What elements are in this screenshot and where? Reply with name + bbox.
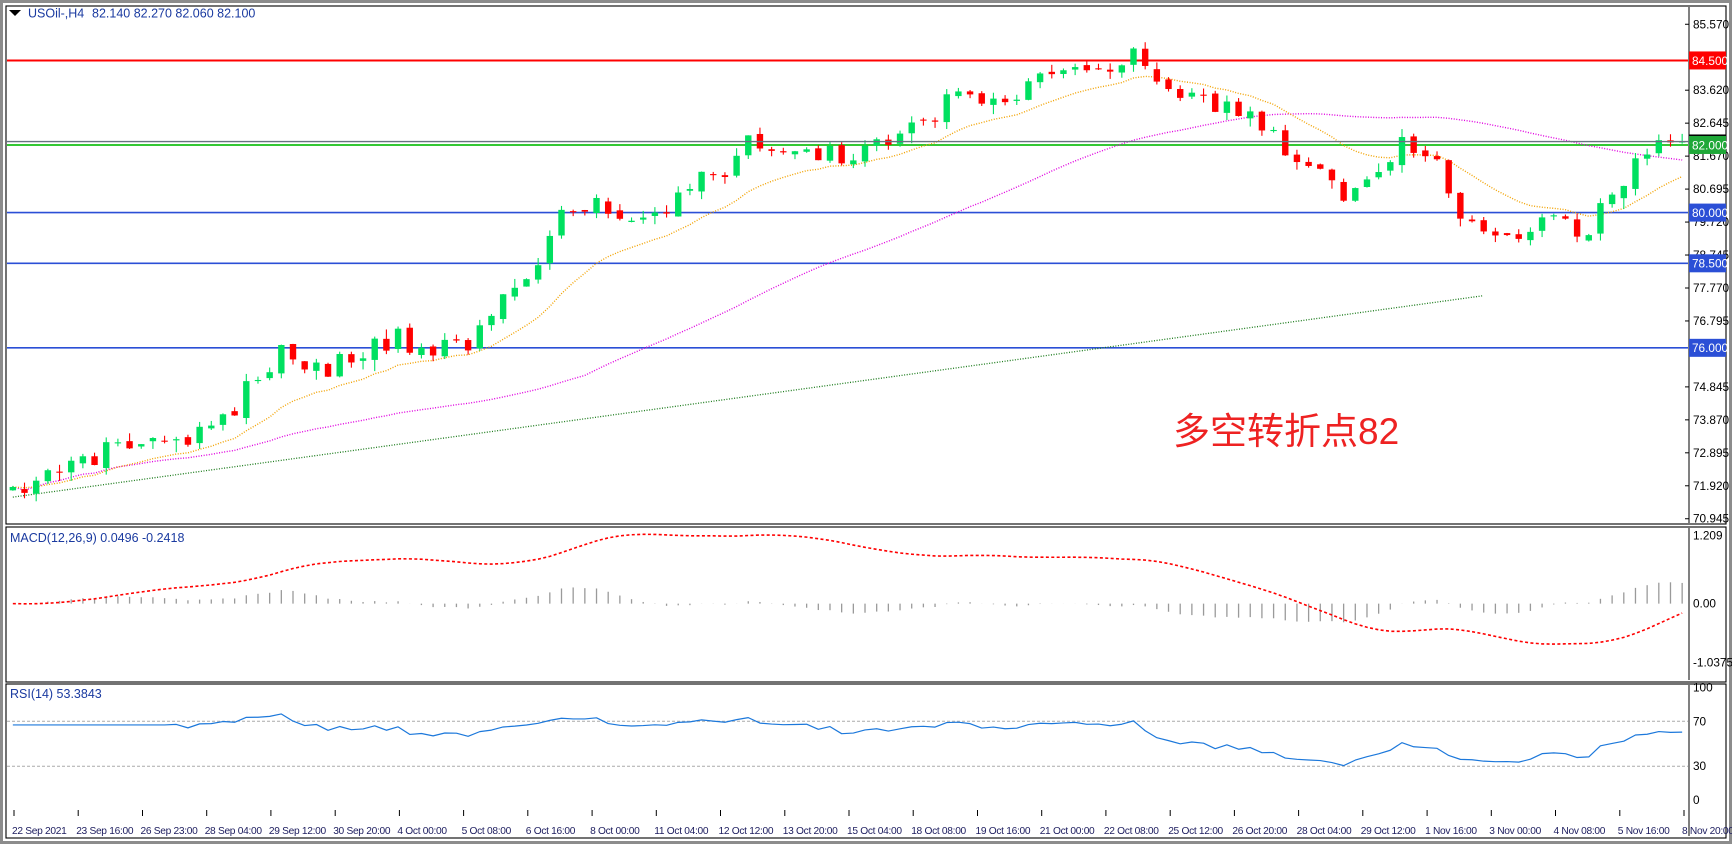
svg-text:4 Oct 00:00: 4 Oct 00:00 [397, 826, 447, 837]
svg-text:22 Sep 2021: 22 Sep 2021 [12, 826, 67, 837]
svg-text:5 Nov 16:00: 5 Nov 16:00 [1618, 826, 1670, 837]
svg-text:80.000: 80.000 [1692, 206, 1729, 220]
svg-text:83.620: 83.620 [1693, 83, 1730, 97]
svg-text:85.570: 85.570 [1693, 17, 1730, 31]
svg-text:8 Nov 20:00: 8 Nov 20:00 [1682, 826, 1732, 837]
svg-text:3 Nov 00:00: 3 Nov 00:00 [1489, 826, 1541, 837]
svg-text:USOil-,H4: USOil-,H4 [28, 7, 84, 21]
svg-text:72.895: 72.895 [1693, 446, 1730, 460]
svg-text:21 Oct 00:00: 21 Oct 00:00 [1040, 826, 1095, 837]
svg-text:-1.0375: -1.0375 [1693, 655, 1732, 669]
svg-text:82.140 82.270 82.060 82.100: 82.140 82.270 82.060 82.100 [92, 7, 255, 21]
svg-text:73.870: 73.870 [1693, 413, 1730, 427]
svg-text:100: 100 [1693, 681, 1713, 695]
svg-text:19 Oct 16:00: 19 Oct 16:00 [976, 826, 1031, 837]
svg-text:28 Sep 04:00: 28 Sep 04:00 [205, 826, 263, 837]
svg-text:25 Oct 12:00: 25 Oct 12:00 [1168, 826, 1223, 837]
svg-text:82.645: 82.645 [1693, 116, 1730, 130]
svg-text:1.209: 1.209 [1693, 528, 1723, 542]
svg-text:6 Oct 16:00: 6 Oct 16:00 [526, 826, 576, 837]
svg-text:30: 30 [1693, 759, 1707, 773]
svg-text:28 Oct 04:00: 28 Oct 04:00 [1297, 826, 1352, 837]
svg-text:RSI(14) 53.3843: RSI(14) 53.3843 [10, 687, 102, 701]
svg-text:29 Sep 12:00: 29 Sep 12:00 [269, 826, 327, 837]
svg-text:MACD(12,26,9) 0.0496 -0.2418: MACD(12,26,9) 0.0496 -0.2418 [10, 531, 184, 545]
svg-text:71.920: 71.920 [1693, 479, 1730, 493]
svg-text:26 Oct 20:00: 26 Oct 20:00 [1232, 826, 1287, 837]
svg-text:80.695: 80.695 [1693, 182, 1730, 196]
svg-text:76.000: 76.000 [1692, 341, 1729, 355]
svg-text:11 Oct 04:00: 11 Oct 04:00 [654, 826, 709, 837]
svg-text:26 Sep 23:00: 26 Sep 23:00 [141, 826, 199, 837]
svg-text:82.000: 82.000 [1692, 138, 1729, 152]
svg-text:23 Sep 16:00: 23 Sep 16:00 [76, 826, 134, 837]
svg-text:78.500: 78.500 [1692, 257, 1729, 271]
svg-text:18 Oct 08:00: 18 Oct 08:00 [911, 826, 966, 837]
svg-text:12 Oct 12:00: 12 Oct 12:00 [719, 826, 774, 837]
svg-text:8 Oct 00:00: 8 Oct 00:00 [590, 826, 640, 837]
svg-text:77.770: 77.770 [1693, 281, 1730, 295]
svg-text:30 Sep 20:00: 30 Sep 20:00 [333, 826, 391, 837]
svg-text:1 Nov 16:00: 1 Nov 16:00 [1425, 826, 1477, 837]
svg-text:多空转折点82: 多空转折点82 [1173, 411, 1399, 452]
svg-text:4 Nov 08:00: 4 Nov 08:00 [1554, 826, 1606, 837]
svg-text:22 Oct 08:00: 22 Oct 08:00 [1104, 826, 1159, 837]
svg-text:84.500: 84.500 [1692, 54, 1729, 68]
svg-text:13 Oct 20:00: 13 Oct 20:00 [783, 826, 838, 837]
svg-text:5 Oct 08:00: 5 Oct 08:00 [462, 826, 512, 837]
svg-text:15 Oct 04:00: 15 Oct 04:00 [847, 826, 902, 837]
svg-text:29 Oct 12:00: 29 Oct 12:00 [1361, 826, 1416, 837]
svg-text:74.845: 74.845 [1693, 380, 1730, 394]
svg-text:70: 70 [1693, 714, 1707, 728]
svg-text:76.795: 76.795 [1693, 314, 1730, 328]
svg-text:70.945: 70.945 [1693, 512, 1730, 526]
svg-text:0.00: 0.00 [1693, 597, 1716, 611]
svg-text:0: 0 [1693, 793, 1700, 807]
